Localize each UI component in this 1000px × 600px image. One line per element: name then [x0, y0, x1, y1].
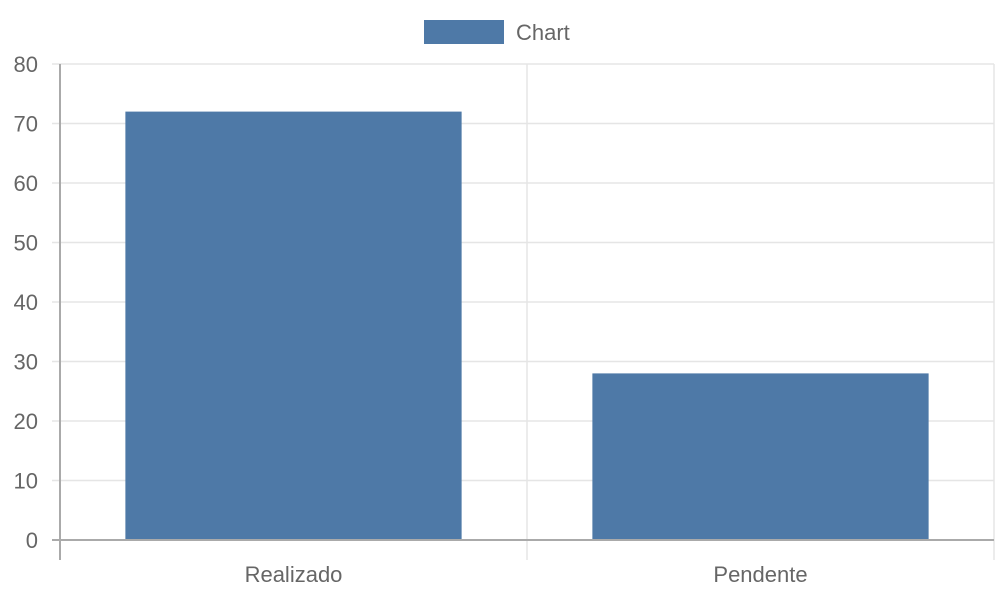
legend-label[interactable]: Chart [516, 20, 570, 45]
bar-realizado[interactable] [125, 111, 462, 540]
axis-layer [52, 64, 994, 560]
y-tick-label: 30 [14, 350, 38, 375]
y-tick-label: 40 [14, 290, 38, 315]
legend[interactable]: Chart [424, 20, 570, 45]
y-tick-label: 20 [14, 409, 38, 434]
y-tick-label: 80 [14, 52, 38, 77]
y-tick-label: 60 [14, 171, 38, 196]
x-tick-label: Pendente [713, 562, 807, 587]
y-tick-label: 10 [14, 469, 38, 494]
bars-layer [125, 111, 929, 540]
y-tick-label: 70 [14, 112, 38, 137]
labels-layer: 0 10 20 30 40 50 60 70 80 Realizado Pendente [14, 52, 808, 587]
y-tick-label: 50 [14, 231, 38, 256]
legend-swatch[interactable] [424, 20, 504, 44]
x-tick-label: Realizado [245, 562, 343, 587]
y-tick-label: 0 [26, 528, 38, 553]
bar-pendente[interactable] [592, 373, 929, 540]
